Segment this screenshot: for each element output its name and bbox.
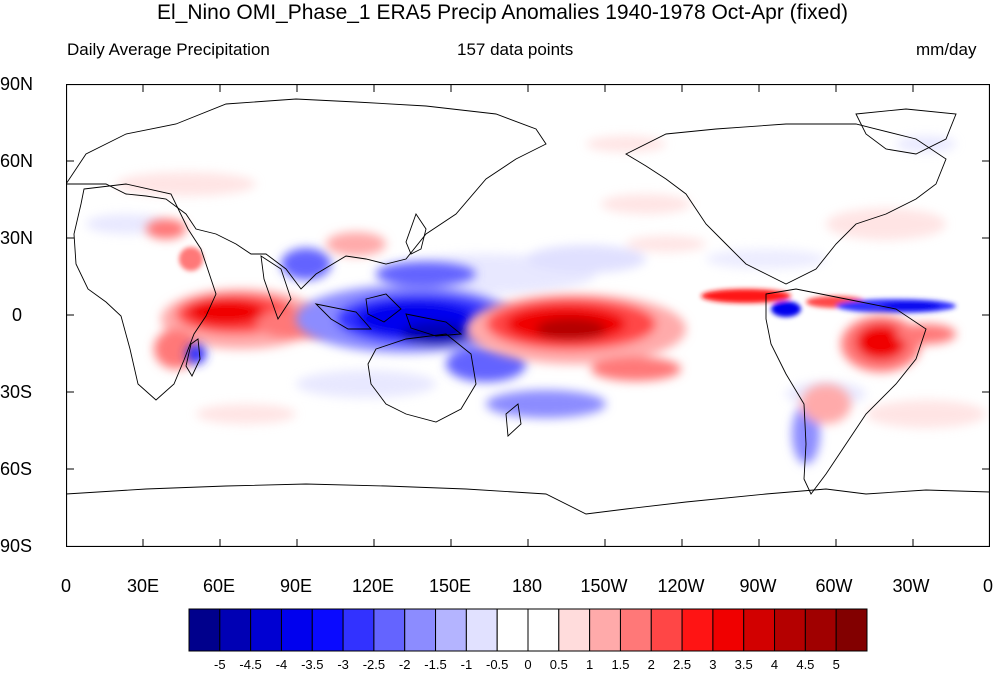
colorbar-cell <box>188 608 221 652</box>
colorbar-tick-label: 2 <box>647 657 655 672</box>
lat-label-30n: 30N <box>0 228 34 248</box>
colorbar-cell <box>250 608 282 652</box>
colorbar-cell <box>373 608 406 652</box>
colorbar-tick-label: 4.5 <box>796 657 815 672</box>
map-title: El_Nino OMI_Phase_1 ERA5 Precip Anomalie… <box>156 1 848 24</box>
colorbar-cell <box>527 608 560 652</box>
colorbar-tick-label: -4.5 <box>239 657 262 672</box>
lon-label-360: 0 <box>982 576 993 596</box>
lon-label-120e: 120E <box>351 576 395 596</box>
lat-label-60n: 60N <box>0 151 34 171</box>
lat-label-eq: 0 <box>12 305 23 325</box>
colorbar-cell <box>589 608 621 652</box>
lat-label-90n: 90N <box>0 74 34 94</box>
colorbar-cell <box>465 608 498 652</box>
lat-label-30s: 30S <box>0 382 33 402</box>
lon-label-90e: 90E <box>279 576 313 596</box>
colorbar-cell <box>558 608 591 652</box>
colorbar-tick-label: 2.5 <box>673 657 692 672</box>
colorbar-tick-label: -4 <box>275 657 288 672</box>
lon-label-60e: 60E <box>202 576 236 596</box>
colorbar-tick-label: 1 <box>585 657 594 672</box>
colorbar-tick-label: 0.5 <box>549 657 568 672</box>
lat-label-60s: 60S <box>0 459 33 479</box>
lon-label-180: 180 <box>511 576 543 596</box>
colorbar-tick-label: -1 <box>460 657 473 672</box>
axis-ticks <box>66 84 990 547</box>
colorbar-tick-label: 0 <box>524 657 532 672</box>
variable-label: Daily Average Precipitation <box>67 40 270 59</box>
colorbar-tick-label: -2.5 <box>362 657 386 672</box>
colorbar-tick-label: -2 <box>398 657 411 672</box>
lon-label-150w: 150W <box>580 576 628 596</box>
lon-label-60w: 60W <box>815 576 853 596</box>
colorbar-tick-label: -1.5 <box>424 657 447 672</box>
colorbar-tick-label: -5 <box>214 657 226 672</box>
lon-label-150e: 150E <box>428 576 472 596</box>
colorbar-cell <box>681 608 714 652</box>
colorbar-tick-label: 3.5 <box>734 657 753 672</box>
lon-label-30e: 30E <box>126 576 160 596</box>
colorbar-cell <box>712 608 745 652</box>
colorbar-cell <box>496 608 529 652</box>
anomaly-field <box>86 136 986 464</box>
colorbar <box>188 608 868 652</box>
lon-label-90w: 90W <box>739 576 777 596</box>
colorbar-tick-label: -3 <box>337 657 349 672</box>
colorbar-tick-label: -0.5 <box>485 657 509 672</box>
data-points-label: 157 data points <box>457 40 574 59</box>
lon-label-30w: 30W <box>892 576 930 596</box>
colorbar-cell <box>774 608 806 652</box>
colorbar-cell <box>280 608 313 652</box>
colorbar-cell <box>743 608 776 652</box>
units-label: mm/day <box>916 40 977 59</box>
lon-label-0: 0 <box>60 576 71 596</box>
colorbar-tick-label: 3 <box>709 657 717 672</box>
coastlines <box>66 98 990 515</box>
lat-label-90s: 90S <box>0 536 33 556</box>
colorbar-cell <box>342 608 375 652</box>
colorbar-cell <box>219 608 252 652</box>
colorbar-tick-label: 4 <box>770 657 779 672</box>
colorbar-cell <box>619 608 652 652</box>
colorbar-cell <box>435 608 467 652</box>
colorbar-cell <box>650 608 683 652</box>
colorbar-tick-label: 1.5 <box>611 657 630 672</box>
colorbar-tick-label: -3.5 <box>301 657 324 672</box>
colorbar-tick-label: 5 <box>832 657 840 672</box>
colorbar-cell <box>835 608 868 652</box>
precip-anomaly-map <box>66 84 990 547</box>
colorbar-cell <box>804 608 837 652</box>
colorbar-cell <box>311 608 344 652</box>
colorbar-cell <box>404 608 437 652</box>
lon-label-120w: 120W <box>657 576 705 596</box>
